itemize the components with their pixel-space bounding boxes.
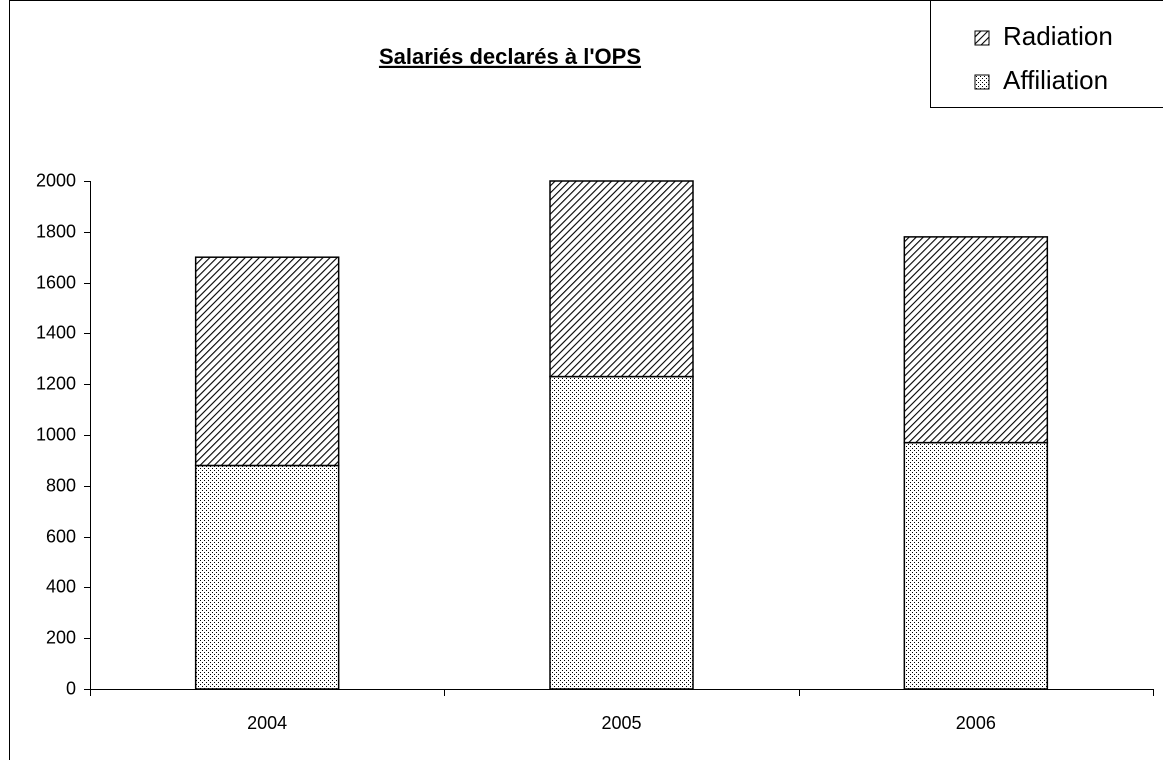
legend-label: Radiation [1003,21,1113,51]
x-tick-label: 2006 [956,713,996,733]
bar-segment [549,375,694,690]
y-tick-label: 1800 [36,221,76,241]
legend-swatch [974,74,990,90]
y-tick-label: 1400 [36,322,76,342]
y-tick-label: 0 [66,678,76,698]
bar-segment [194,256,340,467]
bar-segment [903,236,1049,444]
x-tick-label: 2005 [601,713,641,733]
bar-segment [903,441,1049,690]
y-tick-label: 400 [46,576,76,596]
chart-title: Salariés declarés à l'OPS [379,44,641,69]
y-tick-label: 2000 [36,170,76,190]
y-tick-label: 800 [46,475,76,495]
legend-box [930,0,1163,108]
bar-segment [194,464,340,690]
y-tick-label: 200 [46,627,76,647]
x-tick-label: 2004 [247,713,287,733]
y-tick-label: 1200 [36,373,76,393]
bar-segment [549,180,694,378]
y-tick-label: 600 [46,526,76,546]
y-tick-label: 1600 [36,272,76,292]
y-tick-label: 1000 [36,424,76,444]
legend-label: Affiliation [1003,65,1108,95]
legend-swatch [974,30,990,46]
